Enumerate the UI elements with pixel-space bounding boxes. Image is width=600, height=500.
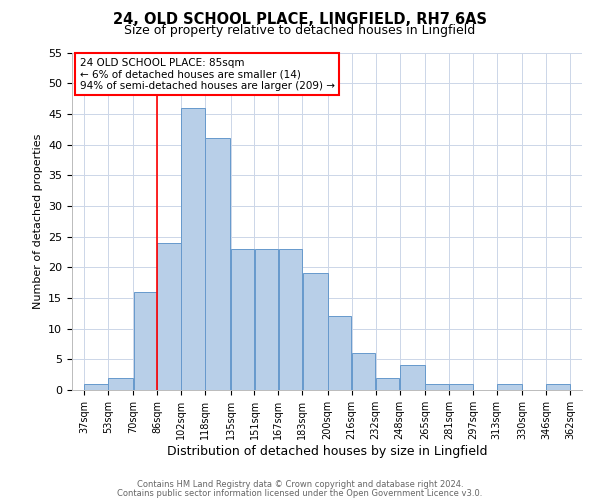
Bar (400, 366, 425, 390)
Bar (352, 353, 376, 390)
Bar (231, 249, 254, 390)
Bar (376, 378, 400, 390)
Text: Contains public sector information licensed under the Open Government Licence v3: Contains public sector information licen… (118, 488, 482, 498)
X-axis label: Distribution of detached houses by size in Lingfield: Distribution of detached houses by size … (167, 444, 487, 458)
Bar (108, 378, 133, 390)
Bar (302, 274, 328, 390)
Text: 24, OLD SCHOOL PLACE, LINGFIELD, RH7 6AS: 24, OLD SCHOOL PLACE, LINGFIELD, RH7 6AS (113, 12, 487, 28)
Text: Size of property relative to detached houses in Lingfield: Size of property relative to detached ho… (124, 24, 476, 37)
Bar (84, 384, 107, 390)
Bar (134, 292, 157, 390)
Bar (547, 384, 570, 390)
Bar (181, 108, 205, 390)
Bar (205, 138, 230, 390)
Bar (425, 384, 449, 390)
Y-axis label: Number of detached properties: Number of detached properties (32, 134, 43, 309)
Bar (278, 249, 302, 390)
Bar (449, 384, 473, 390)
Bar (254, 249, 278, 390)
Text: 24 OLD SCHOOL PLACE: 85sqm
← 6% of detached houses are smaller (14)
94% of semi-: 24 OLD SCHOOL PLACE: 85sqm ← 6% of detac… (80, 58, 335, 91)
Text: Contains HM Land Registry data © Crown copyright and database right 2024.: Contains HM Land Registry data © Crown c… (137, 480, 463, 489)
Bar (157, 242, 181, 390)
Bar (497, 384, 522, 390)
Bar (328, 316, 352, 390)
